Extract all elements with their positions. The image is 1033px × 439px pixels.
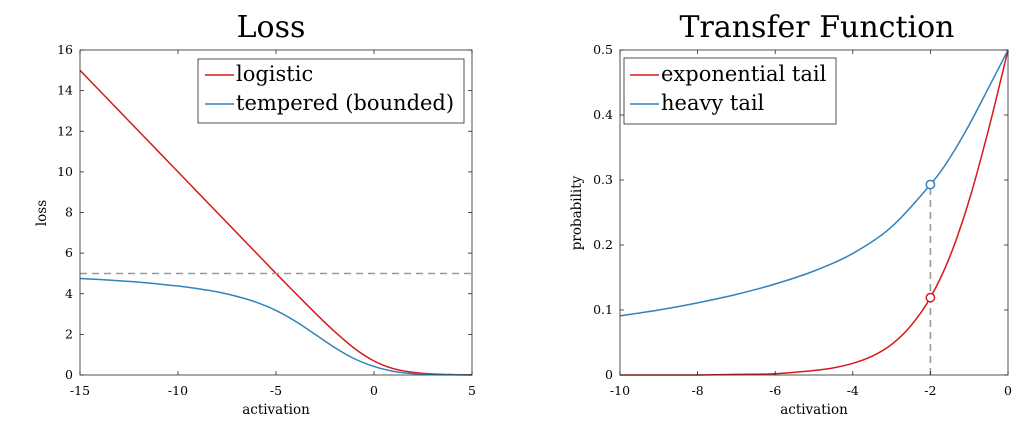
loss-y-tick-label: 4	[65, 286, 73, 301]
loss-x-tick-label: -10	[168, 383, 188, 398]
loss-legend-label-logistic: logistic	[236, 62, 313, 86]
loss-y-tick-label: 2	[65, 326, 73, 341]
loss-series-line-tempered	[79, 277, 473, 376]
transfer-legend-box	[623, 57, 837, 125]
loss-series-group	[79, 69, 473, 376]
transfer-y-tick-label: 0.1	[593, 302, 613, 317]
loss-y-tick-label: 6	[65, 245, 73, 260]
loss-ticks: -15 -10 -5 0 5 0 2 4 6 8 10 12 14 16	[57, 42, 476, 398]
transfer-x-tick-label: -10	[610, 383, 630, 398]
transfer-legend-label-heavy: heavy tail	[661, 91, 765, 115]
transfer-x-axis-label: activation	[780, 402, 848, 418]
loss-y-tick-label: 12	[57, 123, 73, 138]
transfer-x-tick-label: 0	[1004, 383, 1012, 398]
transfer-y-tick-label: 0.5	[593, 42, 613, 57]
loss-legend-label-tempered: tempered (bounded)	[236, 91, 454, 115]
transfer-y-tick-label: 0.2	[593, 237, 613, 252]
transfer-y-tick-label: 0.4	[593, 107, 613, 122]
transfer-y-tick-label: 0.3	[593, 172, 613, 187]
transfer-panel: Transfer Function -10 -8 -6 -4 -2 0 0 0.1 0.2 0.3…	[569, 10, 1012, 418]
loss-x-tick-label: -15	[70, 383, 90, 398]
loss-chart-title: Loss	[237, 10, 306, 45]
loss-x-tick-label: -5	[270, 383, 282, 398]
transfer-point-marker	[925, 179, 936, 190]
transfer-y-tick-label: 0	[605, 367, 613, 382]
transfer-ticks: -10 -8 -6 -4 -2 0 0 0.1 0.2 0.3 0.4 0.5	[593, 42, 1012, 398]
transfer-x-tick-label: -8	[692, 383, 704, 398]
transfer-chart-title: Transfer Function	[680, 10, 955, 45]
transfer-legend: exponential tail heavy tail	[623, 57, 837, 125]
loss-y-tick-label: 16	[57, 42, 73, 57]
loss-x-tick-label: 0	[370, 383, 378, 398]
loss-y-axis-label: loss	[34, 200, 50, 226]
transfer-axes-box	[619, 49, 1009, 376]
loss-legend-box	[197, 58, 465, 124]
loss-y-tick-label: 8	[65, 205, 73, 220]
transfer-y-axis-label: probability	[569, 175, 585, 250]
loss-y-tick-label: 0	[65, 367, 73, 382]
loss-y-tick-label: 14	[57, 83, 73, 98]
loss-y-tick-label: 10	[57, 164, 73, 179]
loss-x-axis-label: activation	[242, 402, 310, 418]
transfer-x-tick-label: -4	[847, 383, 859, 398]
loss-legend: logistic tempered (bounded)	[197, 58, 465, 124]
transfer-legend-label-exponential: exponential tail	[661, 62, 827, 86]
transfer-series-line-heavy	[619, 49, 1009, 317]
transfer-x-tick-label: -6	[769, 383, 781, 398]
loss-x-tick-label: 5	[468, 383, 476, 398]
transfer-point-marker	[925, 292, 936, 303]
transfer-x-tick-label: -2	[924, 383, 936, 398]
